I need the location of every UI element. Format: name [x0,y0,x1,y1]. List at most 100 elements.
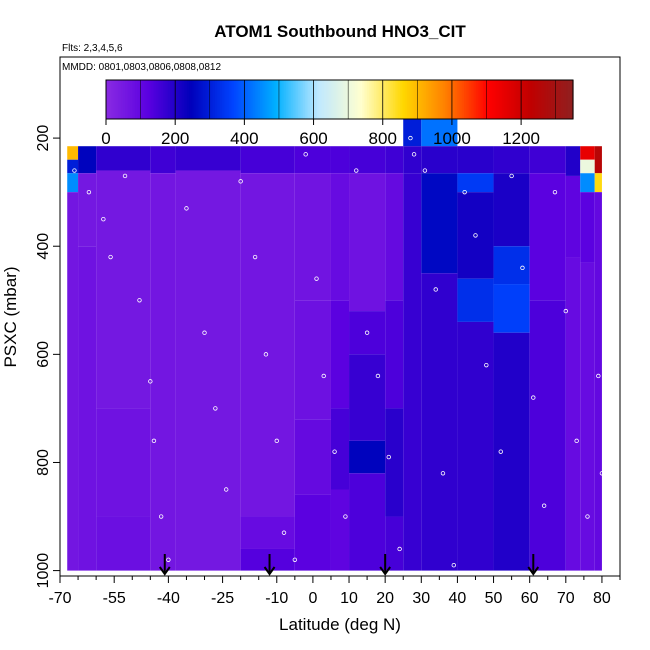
colorbar-swatch [213,80,216,119]
colorbar-swatch [351,80,354,119]
colorbar-swatch [208,80,211,119]
colorbar-swatch [253,80,256,119]
heatmap-cell [385,173,404,301]
colorbar-swatch [246,80,249,119]
flights-note: Flts: 2,3,4,5,6 [62,43,123,54]
sample-point [563,308,569,314]
colorbar-swatch [315,80,318,119]
colorbar-swatch [194,80,197,119]
heatmap-cell [78,146,97,174]
colorbar-swatch [481,80,484,119]
colorbar-swatch [434,80,437,119]
colorbar-tick-label: 400 [230,129,258,148]
colorbar-swatch [529,80,533,119]
heatmap-cell [67,159,79,174]
colorbar-swatch [237,80,240,119]
colorbar-swatch [270,80,273,119]
colorbar-swatch [310,80,313,119]
heatmap-cell [175,146,241,171]
colorbar-swatch [439,80,443,119]
heatmap-cell [421,119,458,147]
colorbar-swatch [432,80,436,119]
heatmap-cell [594,173,602,193]
heatmap-cell [421,146,458,174]
colorbar-swatch [322,80,325,119]
heatmap-cell [457,173,494,193]
colorbar-swatch [313,80,316,119]
colorbar-swatch [327,80,330,119]
heatmap-cell [493,146,530,174]
colorbar-swatch [317,80,320,119]
x-tick-label: 50 [485,590,503,607]
heatmap-cell [457,146,494,174]
sample-point [585,514,590,519]
sample-point [263,352,269,357]
sample-point [321,373,326,379]
heatmap-cell [421,273,458,571]
colorbar-swatch [233,80,237,119]
colorbar-swatch [175,80,178,119]
heatmap-cell [493,246,530,285]
sample-point [86,189,92,195]
heatmap-cell [240,173,295,517]
colorbar-swatch [410,80,413,119]
colorbar-swatch [464,80,467,119]
colorbar-swatch [401,80,405,119]
colorbar-swatch [211,80,214,119]
colorbar-swatch [263,80,266,119]
colorbar-swatch [557,80,560,119]
x-tick-label: -55 [103,590,126,607]
colorbar-swatch [189,80,192,119]
colorbar-swatch [164,80,168,119]
sample-point [252,254,258,260]
sample-point [213,406,218,411]
colorbar-swatch [299,80,303,119]
colorbar-swatch [396,80,399,119]
colorbar-swatch [282,80,285,119]
colorbar-swatch [493,80,496,119]
heatmap-cell [493,173,530,247]
colorbar-swatch [536,80,540,119]
sample-point [397,546,402,552]
colorbar-swatch [277,80,280,119]
colorbar-swatch [294,80,297,119]
colorbar-swatch [161,80,164,119]
colorbar-swatch [491,80,495,119]
sample-point [451,562,457,568]
colorbar-swatch [394,80,398,119]
heatmap-cell [565,175,581,258]
colorbar-swatch [438,80,441,119]
colorbar-swatch [185,80,188,119]
colorbar-swatch [209,80,213,119]
colorbar-swatch [420,80,424,119]
colorbar-swatch [334,80,337,119]
colorbar-swatch [259,80,263,119]
heatmap-cell [403,173,422,571]
colorbar-swatch [190,80,194,119]
colorbar-swatch [564,80,567,119]
heatmap-cell [294,494,331,571]
sample-point [148,379,153,384]
colorbar-swatch [111,80,114,119]
colorbar-swatch [296,80,299,119]
colorbar-swatch [273,80,277,119]
sample-point [574,438,579,444]
colorbar-swatch [292,80,296,119]
colorbar-swatch [429,80,432,119]
colorbar-swatch [412,80,415,119]
colorbar-swatch [178,80,181,119]
heatmap-cell [150,146,176,174]
colorbar-swatch [381,80,384,119]
colorbar-swatch [365,80,368,119]
colorbar-swatch [285,80,289,119]
colorbar-swatch [555,80,559,119]
heatmap-cell [330,408,350,490]
colorbar-swatch [173,80,176,119]
colorbar-swatch [382,80,386,119]
colorbar-swatch [543,80,546,119]
colorbar-swatch [400,80,403,119]
colorbar-swatch [488,80,491,119]
colorbar-swatch [541,80,545,119]
colorbar-swatch [469,80,472,119]
colorbar-swatch [171,80,175,119]
